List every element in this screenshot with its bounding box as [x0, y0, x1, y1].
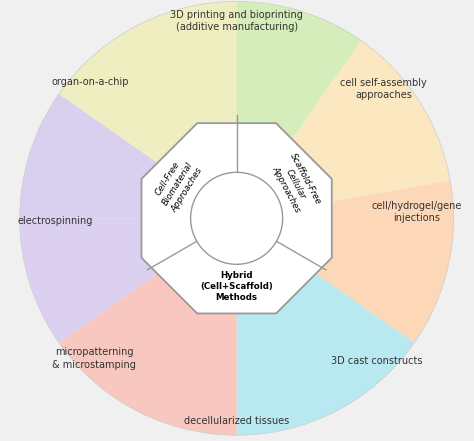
Text: organ-on-a-chip: organ-on-a-chip — [51, 78, 128, 87]
Wedge shape — [237, 181, 454, 343]
Text: Cell-Free
Biomaterial
Approaches: Cell-Free Biomaterial Approaches — [151, 154, 204, 214]
Text: micropatterning
& microstamping: micropatterning & microstamping — [52, 348, 136, 370]
Wedge shape — [20, 94, 237, 218]
Text: Hybrid
(Cell+Scaffold)
Methods: Hybrid (Cell+Scaffold) Methods — [200, 271, 273, 303]
Text: Scaffold-Free
Cellular
Approaches: Scaffold-Free Cellular Approaches — [269, 152, 323, 217]
Text: electrospinning: electrospinning — [17, 216, 92, 225]
Wedge shape — [112, 1, 361, 218]
Wedge shape — [59, 1, 237, 218]
Wedge shape — [237, 41, 450, 218]
Text: decellularized tissues: decellularized tissues — [184, 416, 289, 426]
Polygon shape — [142, 123, 332, 314]
Wedge shape — [59, 218, 237, 435]
Text: 3D printing and bioprinting
(additive manufacturing): 3D printing and bioprinting (additive ma… — [170, 10, 303, 32]
Polygon shape — [141, 123, 332, 314]
Wedge shape — [237, 218, 414, 435]
Circle shape — [191, 172, 283, 264]
Text: 3D cast constructs: 3D cast constructs — [331, 356, 423, 366]
Wedge shape — [20, 218, 237, 343]
Text: cell self-assembly
approaches: cell self-assembly approaches — [340, 78, 427, 100]
Text: cell/hydrogel/gene
injections: cell/hydrogel/gene injections — [371, 201, 462, 223]
